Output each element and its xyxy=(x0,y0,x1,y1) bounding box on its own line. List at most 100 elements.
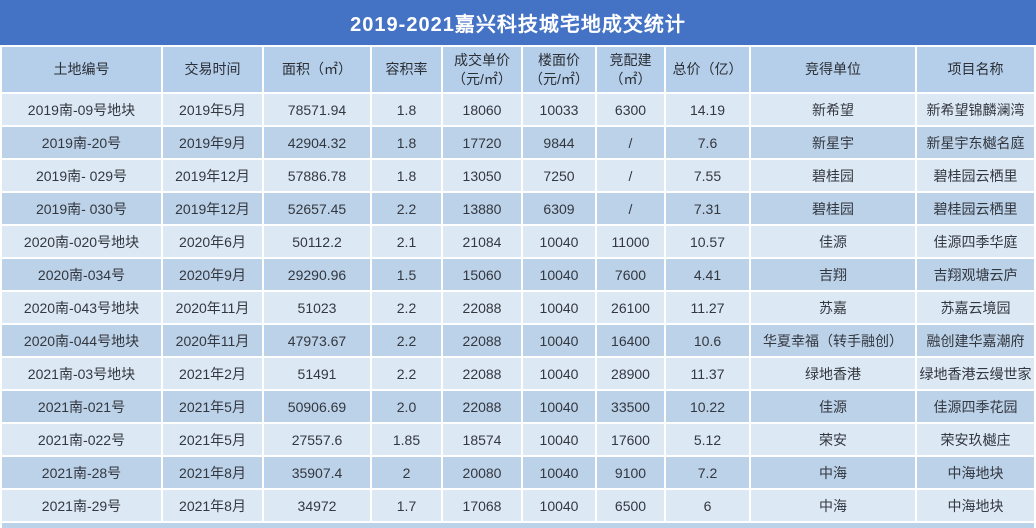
cell-far: 1.85 xyxy=(372,424,441,455)
cell-trade-date: 2021年8月 xyxy=(163,457,262,488)
cell-far: 2.1 xyxy=(372,226,441,257)
cell-winner: 荣安 xyxy=(751,424,915,455)
cell-area: 35907.4 xyxy=(264,457,370,488)
cell-project: 碧桂园云栖里 xyxy=(917,193,1034,224)
cell-project: 吉翔观塘云庐 xyxy=(917,259,1034,290)
header-row: 土地编号 交易时间 面积（㎡） 容积率 成交单价 （元/㎡） 楼面价 （元/㎡） 竞配建 （㎡）总… xyxy=(2,47,1034,92)
cell-far: 1.8 xyxy=(372,127,441,158)
cell-floor-price: 10040 xyxy=(523,292,595,323)
cell-trade-date: 2021年8月 xyxy=(163,490,262,521)
table-row: 2021南-28号 2021年8月 35907.4 2 20080 10040 9100 7.… xyxy=(2,457,1034,488)
cell-winner: 佳源 xyxy=(751,226,915,257)
cell-winner: 碧桂园 xyxy=(751,193,915,224)
cell-trade-date: 2019年12月 xyxy=(163,160,262,191)
cell-unit-price: 20080 xyxy=(443,457,521,488)
table-row: 2019南-20号 2019年9月 42904.32 1.8 17720 9844/7.6… xyxy=(2,127,1034,158)
cell-area: 50112.2 xyxy=(264,226,370,257)
cell-total-price: 4.41 xyxy=(666,259,749,290)
cell-total-price: 7.55 xyxy=(666,160,749,191)
cell-far: 1.8 xyxy=(372,94,441,125)
cell-area: 50906.69 xyxy=(264,391,370,422)
cell-trade-date: 2021年5月 xyxy=(163,424,262,455)
cell-far: 2.2 xyxy=(372,358,441,389)
cell-trade-date: 2020年6月 xyxy=(163,226,262,257)
cell-total-price: 14.19 xyxy=(666,94,749,125)
cell-trade-date: 2021年5月 xyxy=(163,391,262,422)
cell-total-price: 11.37 xyxy=(666,358,749,389)
cell-winner: 中海 xyxy=(751,490,915,521)
cell-allocated-build: 9100 xyxy=(597,457,664,488)
cell-allocated-build: 6300 xyxy=(597,94,664,125)
cell-trade-date: 2019年9月 xyxy=(163,127,262,158)
cell-land-id: 2019南-20号 xyxy=(2,127,161,158)
cell-land-id: 2021南-03号地块 xyxy=(2,358,161,389)
transactions-table: 土地编号 交易时间 面积（㎡） 容积率 成交单价 （元/㎡） 楼面价 （元/㎡） 竞配建 （㎡）总… xyxy=(0,45,1036,523)
cropped-next-row xyxy=(2,523,1034,528)
cell-area: 52657.45 xyxy=(264,193,370,224)
cell-allocated-build: 16400 xyxy=(597,325,664,356)
cell-unit-price: 21084 xyxy=(443,226,521,257)
cell-total-price: 6 xyxy=(666,490,749,521)
cell-total-price: 10.57 xyxy=(666,226,749,257)
cell-floor-price: 10040 xyxy=(523,259,595,290)
cell-area: 47973.67 xyxy=(264,325,370,356)
cell-unit-price: 13050 xyxy=(443,160,521,191)
column-header-far: 容积率 xyxy=(372,47,441,92)
cell-land-id: 2020南-044号地块 xyxy=(2,325,161,356)
cell-floor-price: 6309 xyxy=(523,193,595,224)
column-header-land-id: 土地编号 xyxy=(2,47,161,92)
cell-trade-date: 2020年11月 xyxy=(163,325,262,356)
table-row: 2020南-020号地块 2020年6月 50112.2 2.1 21084 10040 1… xyxy=(2,226,1034,257)
cell-land-id: 2021南-021号 xyxy=(2,391,161,422)
column-header-unit-price: 成交单价 （元/㎡） xyxy=(443,47,521,92)
cell-winner: 绿地香港 xyxy=(751,358,915,389)
cell-area: 34972 xyxy=(264,490,370,521)
cell-land-id: 2021南-29号 xyxy=(2,490,161,521)
cell-winner: 华夏幸福（转手融创） xyxy=(751,325,915,356)
cell-far: 2.2 xyxy=(372,325,441,356)
cell-area: 57886.78 xyxy=(264,160,370,191)
cell-allocated-build: 7600 xyxy=(597,259,664,290)
column-header-winner: 竞得单位 xyxy=(751,47,915,92)
cell-project: 中海地块 xyxy=(917,490,1034,521)
cell-project: 苏嘉云境园 xyxy=(917,292,1034,323)
table-row: 2020南-034号 2020年9月 29290.96 1.5 15060 10040 76… xyxy=(2,259,1034,290)
cell-trade-date: 2021年2月 xyxy=(163,358,262,389)
cell-total-price: 7.6 xyxy=(666,127,749,158)
cell-allocated-build: 11000 xyxy=(597,226,664,257)
cell-project: 佳源四季华庭 xyxy=(917,226,1034,257)
cell-winner: 碧桂园 xyxy=(751,160,915,191)
cell-winner: 苏嘉 xyxy=(751,292,915,323)
cell-area: 27557.6 xyxy=(264,424,370,455)
cell-far: 2.0 xyxy=(372,391,441,422)
cell-winner: 新希望 xyxy=(751,94,915,125)
cell-area: 78571.94 xyxy=(264,94,370,125)
table-row: 2021南-29号 2021年8月 34972 1.7 17068 10040 6500 6 中… xyxy=(2,490,1034,521)
cell-land-id: 2019南-09号地块 xyxy=(2,94,161,125)
table-row: 2021南-022号 2021年5月 27557.6 1.85 18574 10040 17… xyxy=(2,424,1034,455)
column-header-project: 项目名称 xyxy=(917,47,1034,92)
cell-far: 2.2 xyxy=(372,193,441,224)
page-title: 2019-2021嘉兴科技城宅地成交统计 xyxy=(0,0,1036,45)
cell-far: 1.8 xyxy=(372,160,441,191)
cell-trade-date: 2019年12月 xyxy=(163,193,262,224)
cell-area: 29290.96 xyxy=(264,259,370,290)
cell-project: 绿地香港云缦世家 xyxy=(917,358,1034,389)
cell-project: 新星宇东樾名庭 xyxy=(917,127,1034,158)
cell-far: 2.2 xyxy=(372,292,441,323)
cell-allocated-build: / xyxy=(597,160,664,191)
cell-floor-price: 10040 xyxy=(523,457,595,488)
cell-unit-price: 17720 xyxy=(443,127,521,158)
cell-land-id: 2020南-020号地块 xyxy=(2,226,161,257)
cell-winner: 中海 xyxy=(751,457,915,488)
table-row: 2020南-044号地块 2020年11月 47973.67 2.2 22088 1004… xyxy=(2,325,1034,356)
table-row: 2019南-09号地块 2019年5月 78571.94 1.8 18060 10033 6… xyxy=(2,94,1034,125)
cell-project: 荣安玖樾庄 xyxy=(917,424,1034,455)
cell-total-price: 11.27 xyxy=(666,292,749,323)
cell-allocated-build: 33500 xyxy=(597,391,664,422)
cell-allocated-build: / xyxy=(597,193,664,224)
cell-allocated-build: 6500 xyxy=(597,490,664,521)
cell-project: 佳源四季花园 xyxy=(917,391,1034,422)
table-row: 2020南-043号地块 2020年11月 51023 2.2 22088 10040 26… xyxy=(2,292,1034,323)
